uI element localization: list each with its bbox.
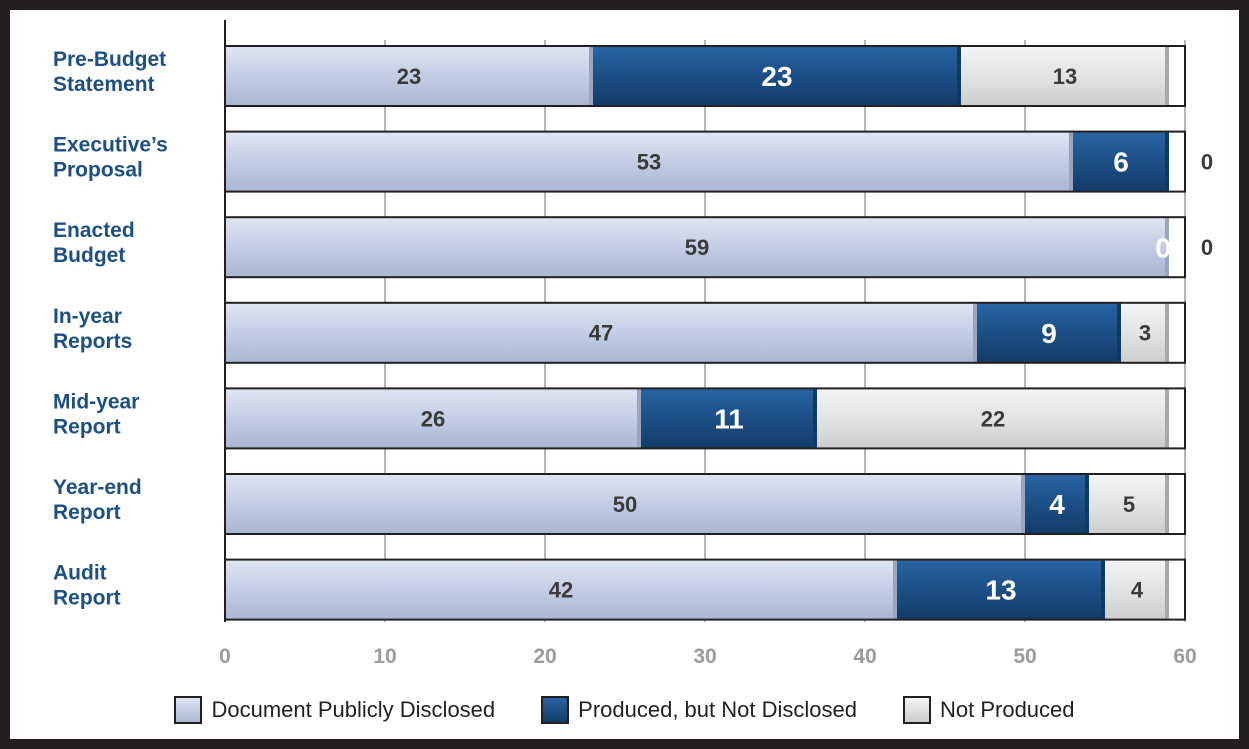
bar-segment-edge [1101, 560, 1105, 619]
legend-label-disclosed: Document Publicly Disclosed [211, 697, 496, 722]
value-label-disclosed: 59 [685, 235, 709, 260]
bar-outline [224, 473, 1186, 535]
bar-segment-produced [1025, 474, 1089, 534]
bar-segment-edge [1165, 303, 1169, 362]
x-tick-label: 40 [853, 645, 876, 668]
bar-segment-edge [1085, 475, 1089, 533]
bar-segment-disclosed [225, 559, 897, 620]
value-label-not-produced: 13 [1053, 64, 1077, 89]
value-label-produced: 6 [1113, 147, 1129, 178]
bar-outline [224, 45, 1186, 107]
x-tick-label: 50 [1013, 645, 1036, 668]
bar-segment-edge [1165, 132, 1169, 191]
bar-segment-edge [1165, 47, 1169, 105]
bar-segment-edge [973, 303, 977, 362]
bar-segment-not-produced [1089, 474, 1169, 534]
bar-segment-produced [1073, 131, 1169, 192]
x-tick-label: 0 [219, 645, 231, 668]
bars [224, 45, 1186, 621]
bar-segment-not-produced [1105, 559, 1169, 620]
bar-segment-edge [637, 389, 641, 448]
value-label-not-produced: 5 [1123, 492, 1135, 517]
value-label-not-produced: 3 [1139, 321, 1151, 346]
category-label: In-year Reports [53, 305, 132, 353]
bar-segment-disclosed [225, 46, 593, 106]
bar-segment-edge [813, 389, 817, 448]
bar-segment-produced [593, 46, 961, 106]
x-tick-label: 30 [693, 645, 716, 668]
bar-segment-edge [893, 560, 897, 619]
category-label: Pre-Budget Statement [53, 48, 166, 96]
value-label-not-produced: 22 [981, 406, 1005, 431]
bar-segment-not-produced [961, 46, 1169, 106]
value-label-produced: 11 [714, 403, 744, 434]
value-label-produced: 13 [985, 575, 1016, 606]
bar-segment-edge [1069, 132, 1073, 191]
bar-segment-disclosed [225, 131, 1073, 192]
bar-segment-not-produced [1121, 302, 1169, 363]
bar-segment-edge [1165, 475, 1169, 533]
value-label-produced: 4 [1049, 489, 1065, 520]
legend-swatch-not-produced [902, 696, 931, 724]
legend: Document Publicly Disclosed Produced, bu… [0, 690, 1249, 730]
category-label: Audit Report [53, 562, 121, 610]
category-label: Mid-year Report [53, 390, 139, 438]
legend-label-not-produced: Not Produced [939, 697, 1075, 722]
legend-swatch-produced [541, 696, 570, 724]
bar-segment-edge [1165, 560, 1169, 619]
bar-segment-disclosed [225, 388, 641, 449]
bar-outline [224, 301, 1186, 364]
bar-outline [224, 216, 1186, 279]
category-label: Enacted Budget [53, 219, 135, 267]
bar-segment-edge [1117, 303, 1121, 362]
bar-segment-disclosed [225, 217, 1169, 278]
legend-item-produced: Produced, but Not Disclosed [541, 696, 857, 724]
category-label: Executive’s Proposal [53, 134, 168, 182]
value-label-not-produced: 4 [1131, 578, 1144, 603]
bar-segment-edge [1165, 389, 1169, 448]
legend-label-produced: Produced, but Not Disclosed [578, 697, 857, 722]
value-label-not-produced: 0 [1201, 235, 1213, 260]
x-tick-label: 10 [373, 645, 396, 668]
x-tick-label: 60 [1173, 645, 1196, 668]
legend-swatch-disclosed [174, 696, 203, 724]
value-label-disclosed: 50 [613, 492, 637, 517]
value-label-disclosed: 47 [589, 321, 613, 346]
value-label-disclosed: 53 [637, 150, 661, 175]
bar-segment-not-produced [817, 388, 1169, 449]
bar-segment-edge [1165, 218, 1169, 277]
bar-segment-edge [957, 47, 961, 105]
value-label-disclosed: 23 [397, 64, 421, 89]
legend-item-disclosed: Document Publicly Disclosed [174, 696, 495, 724]
value-label-not-produced: 0 [1201, 150, 1213, 175]
category-label: Year-end Report [53, 476, 142, 524]
bar-segment-produced [897, 559, 1105, 620]
bar-segment-disclosed [225, 302, 977, 363]
bar-segment-disclosed [225, 474, 1025, 534]
bar-outline [224, 130, 1186, 193]
value-label-produced: 23 [761, 61, 792, 92]
value-label-disclosed: 26 [421, 406, 445, 431]
legend-item-not-produced: Not Produced [902, 696, 1075, 724]
bar-segment-edge [1021, 475, 1025, 533]
bar-outline [224, 387, 1186, 450]
bar-segment-produced [977, 302, 1121, 363]
bar-segment-produced [641, 388, 817, 449]
value-label-produced: 0 [1155, 232, 1171, 263]
value-label-disclosed: 42 [549, 578, 573, 603]
bar-outline [224, 558, 1186, 621]
bar-segment-edge [589, 47, 593, 105]
value-label-produced: 9 [1041, 318, 1057, 349]
x-tick-label: 20 [533, 645, 556, 668]
